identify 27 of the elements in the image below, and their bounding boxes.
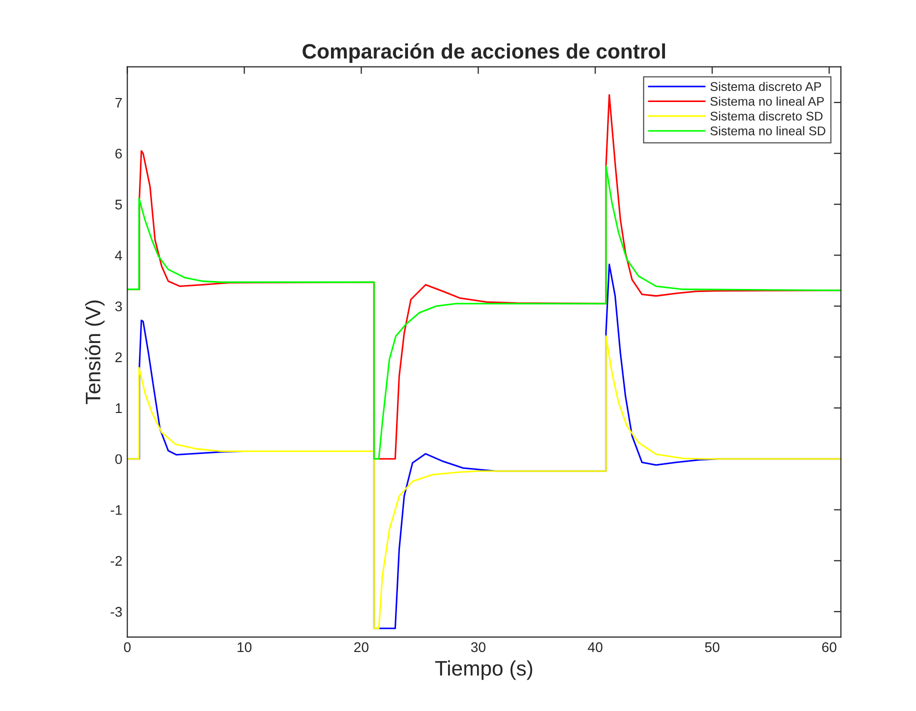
x-tick-label: 50 xyxy=(705,642,720,652)
x-tick-label: 0 xyxy=(124,642,131,652)
line-series xyxy=(127,335,841,630)
y-tick-label: 1 xyxy=(116,403,122,413)
x-tick-label: 30 xyxy=(471,642,486,652)
x-tick-label: 20 xyxy=(354,642,368,652)
y-tick-label: 0 xyxy=(115,454,122,464)
y-tick-label: 6 xyxy=(115,148,122,159)
line-series xyxy=(127,165,841,460)
y-axis-title: Tensión (V) xyxy=(84,300,105,404)
y-tick-label: -1 xyxy=(110,505,122,515)
y-tick-label: -3 xyxy=(110,606,122,617)
chart-title: Comparación de acciones de control xyxy=(302,43,665,63)
y-tick-label: 4 xyxy=(115,250,122,260)
y-tick-label: 7 xyxy=(115,98,122,108)
y-tick-label: 3 xyxy=(115,301,122,312)
y-tick-label: 5 xyxy=(115,200,122,210)
x-axis-title: Tiempo (s) xyxy=(435,660,532,680)
y-tick-label: 2 xyxy=(115,352,122,362)
legend-label: Sistema no lineal AP xyxy=(710,96,824,106)
y-tick-label: -2 xyxy=(110,556,122,566)
x-tick-label: 60 xyxy=(822,642,836,652)
legend-label: Sistema discreto AP xyxy=(710,82,822,92)
x-tick-label: 10 xyxy=(238,642,252,652)
legend-label: Sistema no lineal SD xyxy=(710,126,826,136)
legend-label: Sistema discreto SD xyxy=(710,111,822,121)
x-tick-label: 40 xyxy=(588,642,602,652)
